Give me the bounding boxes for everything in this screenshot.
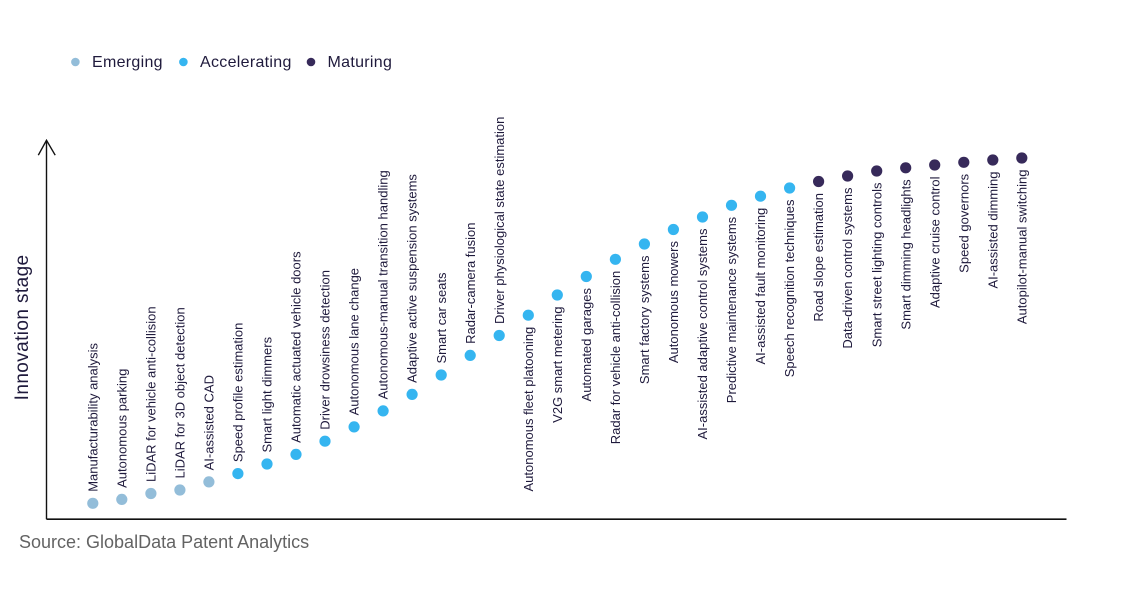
- svg-text:Autonomous parking: Autonomous parking: [114, 369, 129, 488]
- svg-text:Maturing: Maturing: [328, 54, 393, 71]
- svg-text:Radar-camera fusion: Radar-camera fusion: [463, 223, 478, 344]
- svg-text:Predictive maintenance systems: Predictive maintenance systems: [724, 216, 739, 403]
- svg-text:Emerging: Emerging: [92, 54, 163, 71]
- svg-text:Automated garages: Automated garages: [579, 288, 594, 402]
- svg-text:Autonomous mowers: Autonomous mowers: [666, 241, 681, 364]
- svg-text:Driver drowsiness detection: Driver drowsiness detection: [318, 270, 333, 430]
- svg-text:AI-assisted fault monitoring: AI-assisted fault monitoring: [753, 208, 768, 365]
- svg-text:Speed profile estimation: Speed profile estimation: [231, 323, 246, 462]
- svg-text:Autonomous-manual transition h: Autonomous-manual transition handling: [376, 170, 391, 399]
- svg-text:Autopilot-manual switching: Autopilot-manual switching: [1014, 170, 1029, 325]
- svg-text:Innovation stage: Innovation stage: [12, 254, 33, 400]
- svg-text:Source: GlobalData Patent Anal: Source: GlobalData Patent Analytics: [19, 532, 309, 552]
- svg-text:Accelerating: Accelerating: [200, 54, 292, 71]
- svg-text:AI-assisted adaptive control s: AI-assisted adaptive control systems: [695, 228, 710, 439]
- svg-text:Speech recognition techniques: Speech recognition techniques: [782, 199, 797, 377]
- svg-text:Smart light dimmers: Smart light dimmers: [260, 336, 275, 452]
- svg-text:Road slope estimation: Road slope estimation: [811, 193, 826, 322]
- svg-text:Smart factory systems: Smart factory systems: [637, 255, 652, 384]
- svg-text:Smart dimming headlights: Smart dimming headlights: [898, 179, 913, 330]
- svg-text:V2G smart metering: V2G smart metering: [550, 307, 565, 423]
- svg-text:Adaptive active suspension sys: Adaptive active suspension systems: [405, 174, 420, 383]
- svg-text:Data-driven control systems: Data-driven control systems: [840, 187, 855, 349]
- svg-text:LiDAR for vehicle anti-collisi: LiDAR for vehicle anti-collision: [144, 306, 159, 482]
- svg-text:Autonomous fleet platooning: Autonomous fleet platooning: [521, 327, 536, 492]
- svg-text:LiDAR for 3D object detection: LiDAR for 3D object detection: [173, 307, 188, 478]
- svg-text:Speed governors: Speed governors: [956, 173, 971, 273]
- svg-text:AI-assisted CAD: AI-assisted CAD: [202, 375, 217, 470]
- svg-text:Manufacturability analysis: Manufacturability analysis: [85, 342, 100, 491]
- svg-text:Autonomous lane change: Autonomous lane change: [347, 268, 362, 415]
- svg-text:Driver physiological state est: Driver physiological state estimation: [492, 117, 507, 324]
- svg-text:Automatic actuated vehicle doo: Automatic actuated vehicle doors: [289, 251, 304, 443]
- svg-text:AI-assisted dimming: AI-assisted dimming: [985, 172, 1000, 289]
- svg-text:Adaptive cruise control: Adaptive cruise control: [927, 176, 942, 308]
- svg-text:Radar for vehicle anti-collisi: Radar for vehicle anti-collision: [608, 271, 623, 444]
- svg-text:Smart car seats: Smart car seats: [434, 272, 449, 364]
- svg-text:Smart street lighting controls: Smart street lighting controls: [869, 182, 884, 347]
